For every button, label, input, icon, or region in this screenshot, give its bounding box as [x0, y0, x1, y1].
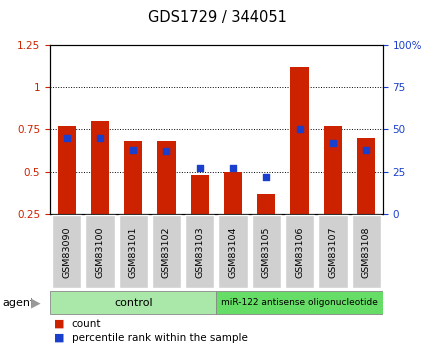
Bar [57, 126, 76, 214]
Bar [290, 67, 308, 214]
FancyBboxPatch shape [185, 215, 214, 288]
Point [129, 147, 136, 152]
Point [63, 135, 70, 141]
Text: GSM83107: GSM83107 [328, 226, 337, 278]
Bar [224, 172, 242, 214]
Text: ▶: ▶ [31, 296, 41, 309]
Text: GSM83104: GSM83104 [228, 226, 237, 278]
Point [96, 135, 103, 141]
Point [229, 166, 236, 171]
Point [329, 140, 335, 146]
Text: GSM83103: GSM83103 [195, 226, 204, 278]
Text: GSM83090: GSM83090 [62, 226, 71, 278]
Text: miR-122 antisense oligonucleotide: miR-122 antisense oligonucleotide [220, 298, 377, 307]
FancyBboxPatch shape [218, 215, 247, 288]
Bar [356, 138, 375, 214]
Point [296, 127, 302, 132]
Text: ■: ■ [54, 333, 65, 343]
Point [262, 174, 269, 179]
Text: GSM83102: GSM83102 [161, 226, 171, 278]
FancyBboxPatch shape [151, 215, 181, 288]
Text: ■: ■ [54, 319, 65, 329]
FancyBboxPatch shape [318, 215, 347, 288]
FancyBboxPatch shape [351, 215, 380, 288]
Text: GSM83105: GSM83105 [261, 226, 270, 278]
Text: percentile rank within the sample: percentile rank within the sample [72, 333, 247, 343]
Text: agent: agent [2, 298, 34, 308]
Point [163, 149, 170, 154]
FancyBboxPatch shape [118, 215, 148, 288]
Point [362, 147, 369, 152]
FancyBboxPatch shape [251, 215, 280, 288]
Text: GSM83108: GSM83108 [361, 226, 370, 278]
Point [196, 166, 203, 171]
Bar [124, 141, 142, 214]
FancyBboxPatch shape [284, 215, 313, 288]
Bar [157, 141, 175, 214]
FancyBboxPatch shape [50, 291, 216, 314]
Bar [91, 121, 109, 214]
Bar [323, 126, 341, 214]
Text: control: control [114, 298, 152, 308]
Text: GSM83100: GSM83100 [95, 226, 104, 278]
FancyBboxPatch shape [85, 215, 114, 288]
Bar [256, 194, 275, 214]
Text: GSM83101: GSM83101 [128, 226, 138, 278]
FancyBboxPatch shape [216, 291, 382, 314]
FancyBboxPatch shape [52, 215, 81, 288]
Text: count: count [72, 319, 101, 329]
Bar [190, 175, 208, 214]
Text: GDS1729 / 344051: GDS1729 / 344051 [148, 10, 286, 25]
Text: GSM83106: GSM83106 [294, 226, 303, 278]
